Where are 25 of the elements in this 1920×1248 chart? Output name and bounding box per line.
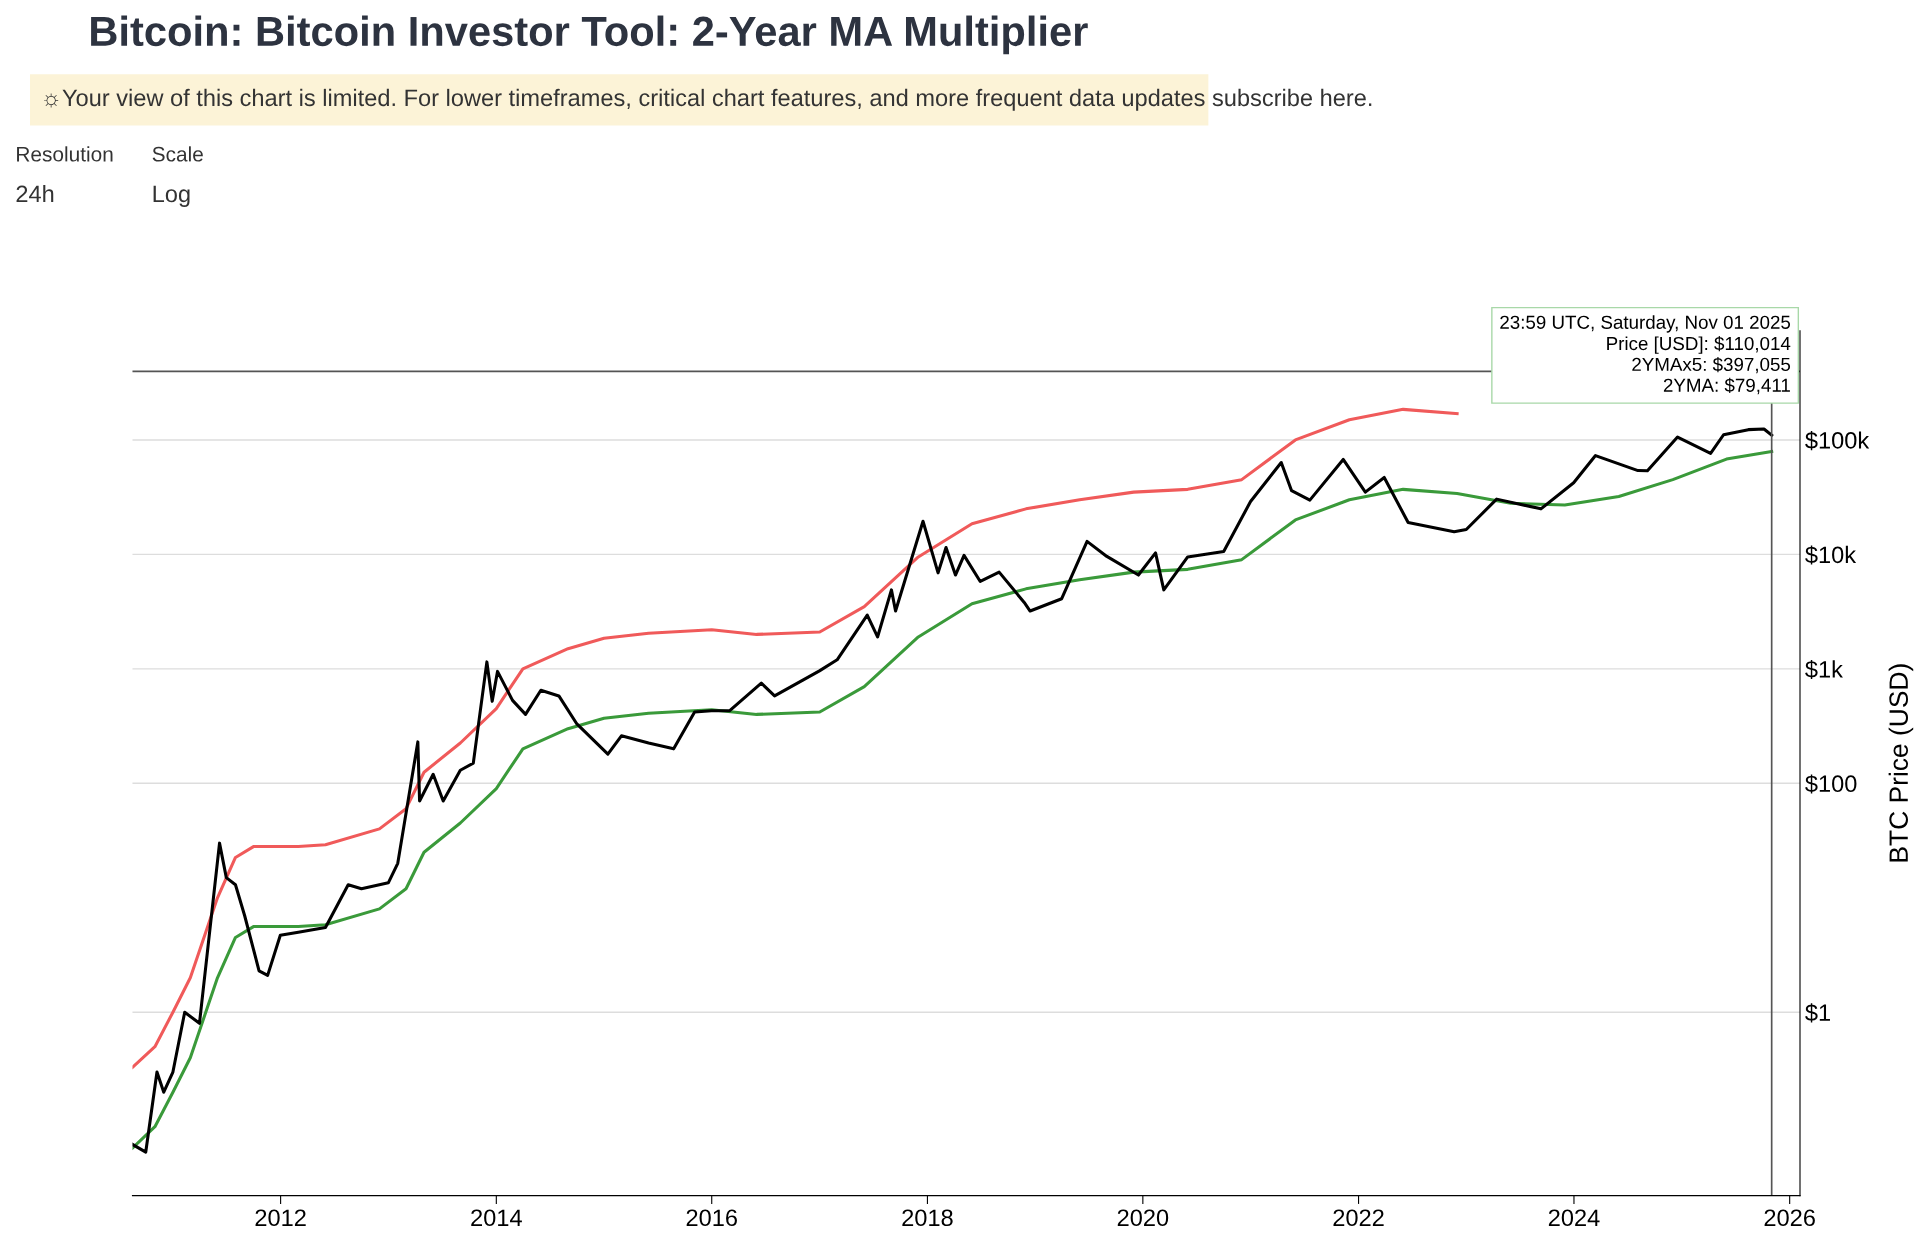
x-tick-label: 2026 [1764, 1209, 1815, 1227]
y-tick-label: $100k [1805, 431, 1870, 451]
y-tick-label: $100 [1805, 774, 1857, 794]
x-tick-label: 2014 [471, 1209, 522, 1227]
y-tick-label: $1k [1805, 659, 1843, 680]
text: ☼Your view of this chart is limited. For lower timeframes, critical chart features, and more frequent data updates subscribe here. [44, 88, 1372, 111]
x-tick-label: 2020 [1117, 1209, 1169, 1227]
text: Scale [152, 146, 203, 162]
text: Resolution [17, 146, 113, 162]
y-tick-label: $1 [1805, 1003, 1830, 1023]
y-axis-title: BTC Price (USD) [1888, 664, 1914, 862]
annotation: 23:59 UTC, Saturday, Nov 01 2025 [1500, 315, 1791, 333]
x-tick-label: 2022 [1333, 1209, 1384, 1227]
annotation: 2YMA: $79,411 [1663, 377, 1790, 395]
text: 24h [16, 184, 54, 203]
chart-title: Bitcoin: Bitcoin Investor Tool: 2-Year MA Multiplier [91, 15, 1088, 55]
annotation: Price [USD]: $110,014 [1607, 336, 1791, 354]
line-series [132, 407, 1459, 1069]
annotation: 2YMAx5: $397,055 [1632, 356, 1791, 374]
x-tick-label: 2012 [255, 1209, 306, 1227]
x-tick-label: 2018 [902, 1209, 953, 1227]
x-tick-label: 2024 [1548, 1209, 1600, 1227]
x-tick-label: 2016 [686, 1209, 737, 1227]
text: Log [153, 185, 190, 207]
y-tick-label: $10k [1805, 545, 1857, 565]
